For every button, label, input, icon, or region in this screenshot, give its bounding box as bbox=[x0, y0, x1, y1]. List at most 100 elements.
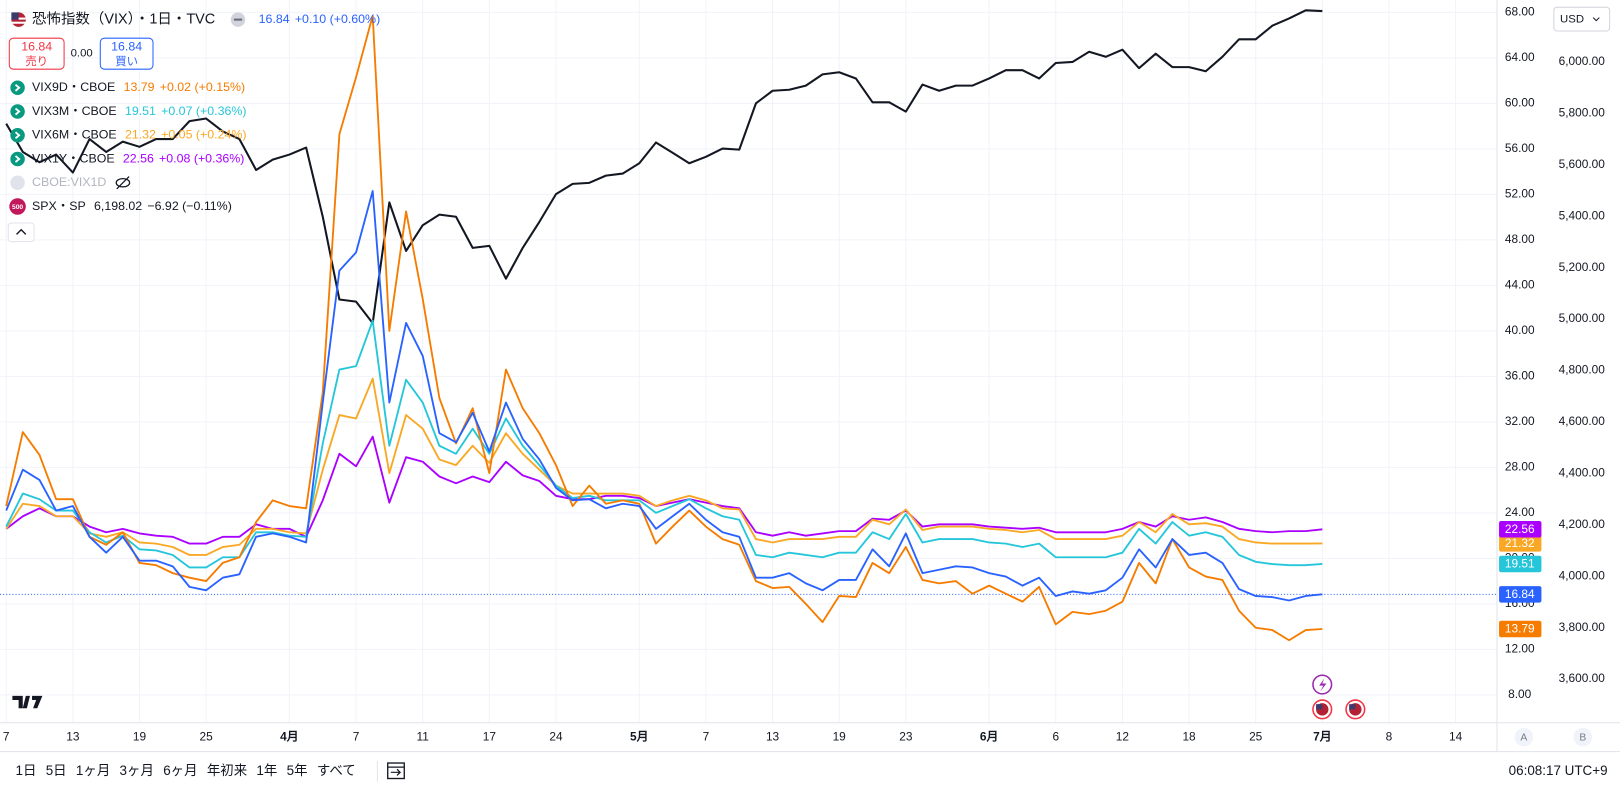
legend-change: +0.10 (+0.60%) bbox=[295, 12, 380, 26]
legend: 恐怖指数（VIX）・1日・TVC 16.84 +0.10 (+0.60%) VIX9D… bbox=[9, 10, 380, 215]
event-icon bbox=[1316, 704, 1323, 710]
series-line bbox=[5, 190, 1323, 602]
y-tick-label: 52.00 bbox=[1505, 187, 1535, 201]
y-tick-label: 8.00 bbox=[1508, 687, 1532, 701]
last-value-label: 19.51 bbox=[1505, 557, 1535, 571]
symbol-title: 恐怖指数（VIX）・1日・TVC bbox=[32, 10, 215, 27]
y-tick-label: 24.00 bbox=[1505, 505, 1535, 519]
timeframe-button[interactable]: 年初来 bbox=[207, 763, 247, 778]
y2-tick-label: 4,800.00 bbox=[1559, 363, 1606, 377]
x-tick-label: 7 bbox=[353, 729, 360, 743]
flag-icon bbox=[11, 12, 19, 20]
symbol-icon bbox=[14, 107, 21, 116]
x-tick-label: 4月 bbox=[280, 729, 298, 743]
y-tick-label: 48.00 bbox=[1505, 232, 1535, 246]
symbol-icon bbox=[10, 128, 25, 143]
flag-icon bbox=[18, 17, 26, 20]
date-range-icon bbox=[387, 766, 405, 776]
x-tick-label: 7 bbox=[703, 729, 710, 743]
sell-button[interactable] bbox=[8, 37, 65, 70]
y2-tick-label: 6,000.00 bbox=[1559, 54, 1606, 68]
last-value-box bbox=[1499, 555, 1542, 573]
legend-name: VIX1Y・CBOE bbox=[32, 151, 115, 165]
legend-value: 21.32 bbox=[125, 128, 156, 142]
date-range-button[interactable] bbox=[387, 762, 405, 780]
buy-label: 買い bbox=[115, 55, 138, 68]
hidden-series-name: CBOE:VIX1D bbox=[32, 175, 106, 189]
y2-tick-label: 3,800.00 bbox=[1559, 620, 1606, 634]
y2-tick-label: 4,200.00 bbox=[1559, 517, 1606, 531]
timeframe-button[interactable]: 5日 bbox=[46, 763, 67, 778]
y-tick-label: 68.00 bbox=[1505, 5, 1535, 19]
y2-tick-label: 4,400.00 bbox=[1559, 465, 1606, 479]
x-tick-label: 6月 bbox=[980, 729, 998, 743]
legend-value: 6,198.02 bbox=[94, 199, 142, 213]
buy-button[interactable] bbox=[99, 37, 154, 70]
last-value-label: 21.32 bbox=[1505, 536, 1535, 550]
axes: 8.0012.0016.0020.0024.0028.0032.0036.004… bbox=[0, 0, 1620, 753]
scale-button-label: A bbox=[1520, 732, 1527, 743]
sell-price: 16.84 bbox=[21, 40, 52, 54]
legend-value: 13.79 bbox=[124, 80, 155, 94]
y2-tick-label: 3,600.00 bbox=[1559, 671, 1606, 685]
legend-change: −6.92 (−0.11%) bbox=[147, 199, 231, 213]
last-value-label: 13.79 bbox=[1505, 622, 1535, 636]
eye-off-icon bbox=[116, 176, 130, 190]
symbol-icon bbox=[14, 155, 21, 163]
timeframe-button[interactable]: 1ヶ月 bbox=[76, 763, 110, 778]
legend-name: VIX9D・CBOE bbox=[32, 80, 115, 94]
x-tick-label: 14 bbox=[1449, 729, 1463, 743]
y-tick-label: 64.00 bbox=[1505, 50, 1535, 64]
series-line bbox=[5, 377, 1323, 556]
x-tick-label: 8 bbox=[1386, 729, 1393, 743]
buy-price: 16.84 bbox=[111, 40, 142, 54]
legend-value: 19.51 bbox=[125, 104, 156, 118]
x-tick-label: 7 bbox=[3, 729, 10, 743]
event-icon bbox=[1319, 678, 1327, 692]
collapse-button[interactable] bbox=[7, 222, 35, 243]
legend-name: VIX3M・CBOE bbox=[32, 104, 117, 118]
y2-tick-label: 5,200.00 bbox=[1559, 260, 1606, 274]
timeframe-button[interactable]: 3ヶ月 bbox=[120, 763, 154, 778]
symbol-icon bbox=[10, 104, 25, 119]
last-value-box bbox=[1499, 535, 1542, 552]
x-tick-label: 13 bbox=[766, 729, 780, 743]
x-tick-label: 6 bbox=[1052, 729, 1059, 743]
series-line bbox=[5, 9, 1323, 325]
last-value-label: 22.56 bbox=[1505, 522, 1535, 536]
y2-tick-label: 5,000.00 bbox=[1559, 311, 1606, 325]
legend-change: +0.08 (+0.36%) bbox=[159, 151, 244, 165]
y-tick-label: 44.00 bbox=[1505, 278, 1535, 292]
x-tick-label: 13 bbox=[66, 729, 80, 743]
timeframe-button[interactable]: すべて bbox=[317, 763, 356, 778]
scale-button[interactable] bbox=[1573, 727, 1593, 747]
currency-button[interactable] bbox=[1553, 6, 1611, 32]
scale-button-label: B bbox=[1579, 732, 1586, 743]
event-icon bbox=[1349, 704, 1356, 710]
x-tick-label: 11 bbox=[417, 729, 430, 743]
timeframe-button[interactable]: 5年 bbox=[287, 763, 308, 778]
legend-change: +0.02 (+0.15%) bbox=[160, 80, 245, 94]
y-tick-label: 56.00 bbox=[1505, 141, 1535, 155]
series-line bbox=[5, 435, 1323, 545]
x-tick-label: 17 bbox=[483, 729, 496, 743]
eye-off-icon[interactable] bbox=[115, 178, 131, 188]
y-tick-label: 32.00 bbox=[1505, 414, 1535, 428]
flag-icon bbox=[11, 21, 26, 24]
timeframe-button[interactable]: 1日 bbox=[16, 763, 37, 778]
tv-logo bbox=[12, 695, 43, 709]
x-tick-label: 25 bbox=[1249, 729, 1263, 743]
timeframe-button[interactable]: 6ヶ月 bbox=[163, 763, 197, 778]
timeframe-button[interactable]: 1年 bbox=[256, 763, 277, 778]
symbol-icon bbox=[10, 175, 25, 190]
x-tick-label: 7月 bbox=[1313, 729, 1331, 743]
last-value-label: 16.84 bbox=[1505, 587, 1535, 601]
last-value-box bbox=[1499, 620, 1542, 638]
scale-button[interactable] bbox=[1514, 727, 1534, 747]
status-icon bbox=[233, 18, 243, 21]
y-tick-label: 12.00 bbox=[1505, 642, 1535, 656]
symbol-icon bbox=[10, 151, 25, 167]
y-tick-label: 28.00 bbox=[1505, 460, 1535, 474]
